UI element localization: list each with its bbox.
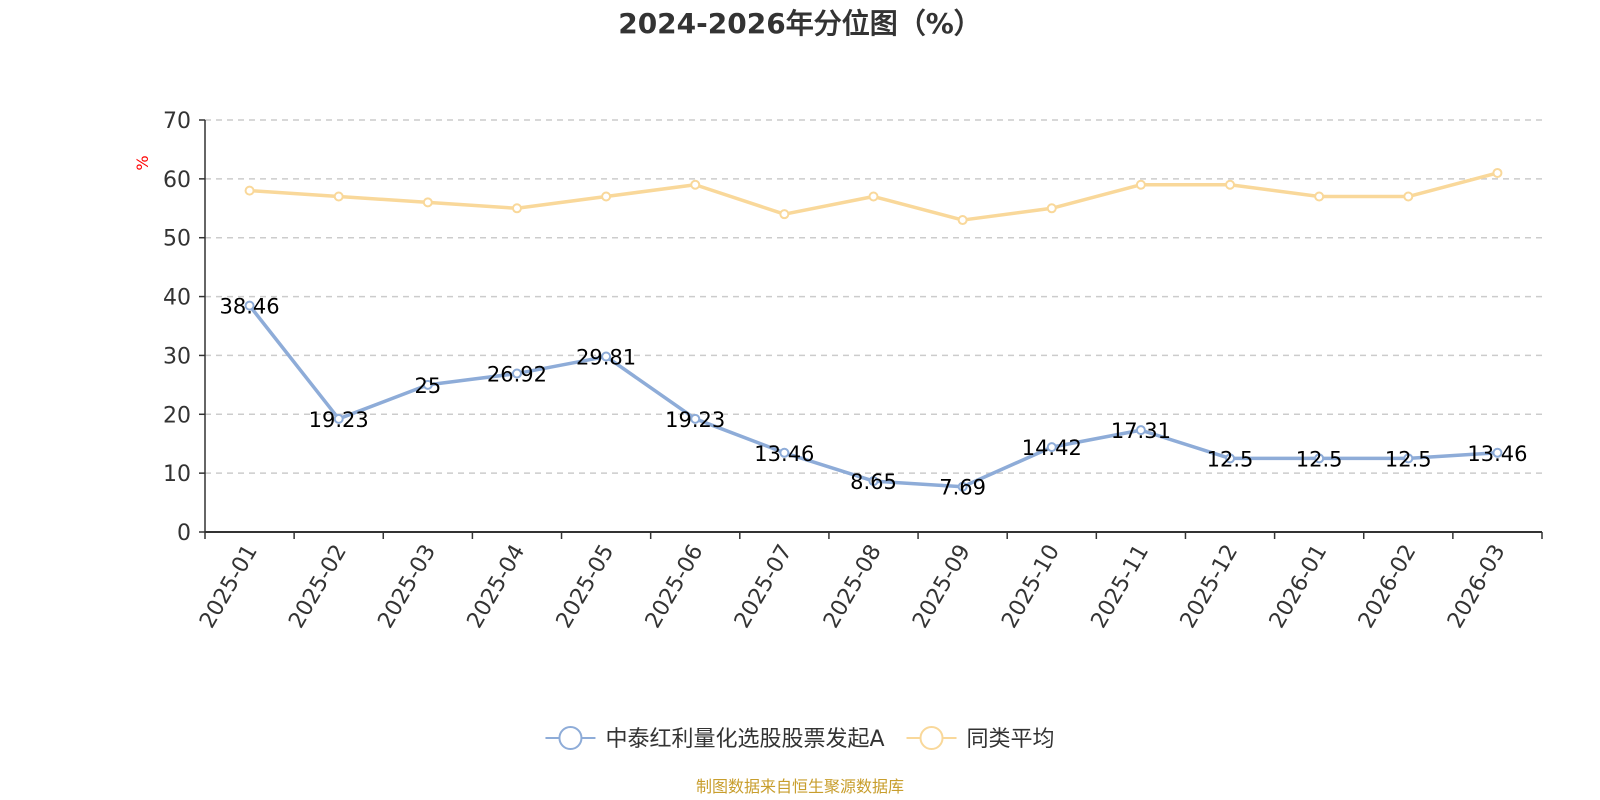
x-tick-label: 2025-11	[1086, 541, 1154, 633]
data-point	[1314, 453, 1325, 464]
data-point	[1135, 179, 1146, 190]
y-tick-label: 20	[163, 403, 191, 428]
data-point	[511, 368, 522, 379]
data-point	[868, 476, 879, 487]
x-tick-label: 2025-08	[819, 541, 887, 633]
x-tick-label: 2025-03	[373, 541, 441, 633]
x-tick-label: 2025-07	[730, 541, 798, 633]
data-point	[957, 215, 968, 226]
x-tick-label: 2025-02	[284, 541, 352, 633]
data-label: 25	[414, 374, 441, 398]
data-point	[1046, 442, 1057, 453]
data-point	[601, 351, 612, 362]
x-tick-label: 2025-10	[997, 541, 1065, 633]
y-tick-label: 30	[163, 344, 191, 369]
data-point	[1492, 447, 1503, 458]
data-label: 12.5	[1296, 447, 1343, 471]
legend-label: 中泰红利量化选股股票发起A	[605, 727, 884, 752]
data-point	[333, 413, 344, 424]
x-tick-label: 2025-04	[463, 541, 531, 633]
data-label: 19.23	[309, 408, 369, 432]
data-label: 13.46	[1467, 442, 1527, 466]
data-point	[244, 300, 255, 311]
chart-title: 2024-2026年分位图（%）	[618, 7, 982, 40]
legend[interactable]: 中泰红利量化选股股票发起A 同类平均	[545, 726, 1055, 752]
x-tick-label: 2025-12	[1176, 541, 1244, 633]
data-label: 14.42	[1022, 436, 1082, 460]
data-label: 7.69	[939, 476, 986, 500]
data-label: 8.65	[850, 470, 897, 494]
y-tick-label: 0	[177, 521, 191, 546]
legend-marker-icon	[558, 726, 583, 750]
data-point	[244, 185, 255, 196]
data-label: 19.23	[665, 408, 725, 432]
data-label: 17.31	[1111, 419, 1171, 443]
data-point	[1314, 191, 1325, 202]
legend-item[interactable]: 同类平均	[906, 726, 1055, 752]
y-tick-label: 40	[163, 286, 191, 311]
source-note: 制图数据来自恒生聚源数据库	[696, 777, 904, 796]
data-point	[422, 197, 433, 208]
data-label: 12.5	[1385, 447, 1432, 471]
data-point	[1403, 191, 1414, 202]
data-point	[1135, 425, 1146, 436]
data-label: 13.46	[754, 442, 814, 466]
data-point	[1492, 167, 1503, 178]
data-point	[779, 209, 790, 220]
data-label: 12.5	[1207, 447, 1254, 471]
data-point	[1046, 203, 1057, 214]
x-tick-label: 2025-05	[552, 541, 620, 633]
data-point	[601, 191, 612, 202]
y-tick-label: 10	[163, 462, 191, 487]
legend-item[interactable]: 中泰红利量化选股股票发起A	[545, 726, 885, 752]
y-tick-label: 70	[163, 109, 191, 134]
x-tick-label: 2025-09	[908, 541, 976, 633]
data-point	[1225, 453, 1236, 464]
x-tick-label: 2025-01	[195, 541, 263, 633]
x-tick-label: 2026-01	[1265, 541, 1333, 633]
data-point	[333, 191, 344, 202]
data-label: 38.46	[220, 295, 280, 319]
data-point	[1225, 179, 1236, 190]
data-point	[690, 179, 701, 190]
data-label: 26.92	[487, 363, 547, 387]
y-tick-label: 50	[163, 227, 191, 252]
series-lines	[244, 167, 1503, 492]
data-label: 29.81	[576, 346, 636, 370]
data-point	[690, 413, 701, 424]
data-point	[1403, 453, 1414, 464]
gridlines	[205, 119, 1542, 474]
y-axis-unit-label: %	[133, 155, 152, 170]
x-tick-label: 2026-03	[1443, 541, 1511, 633]
data-labels: 38.46 19.23 25 26.92 29.81 19.23 13.46 8.65 7.69…	[220, 295, 1528, 500]
legend-label: 同类平均	[967, 727, 1055, 752]
y-tick-label: 60	[163, 168, 191, 193]
legend-marker-icon	[919, 726, 944, 750]
data-point	[511, 203, 522, 214]
data-point	[779, 447, 790, 458]
x-tick-label: 2026-02	[1354, 541, 1422, 633]
axes: 0 10 20 30 40 50 60 70 2025-01 2025-02 2025-03 2025…	[163, 109, 1543, 633]
x-tick-label: 2025-06	[641, 541, 709, 633]
data-point	[868, 191, 879, 202]
data-point	[957, 481, 968, 492]
data-point	[422, 379, 433, 390]
